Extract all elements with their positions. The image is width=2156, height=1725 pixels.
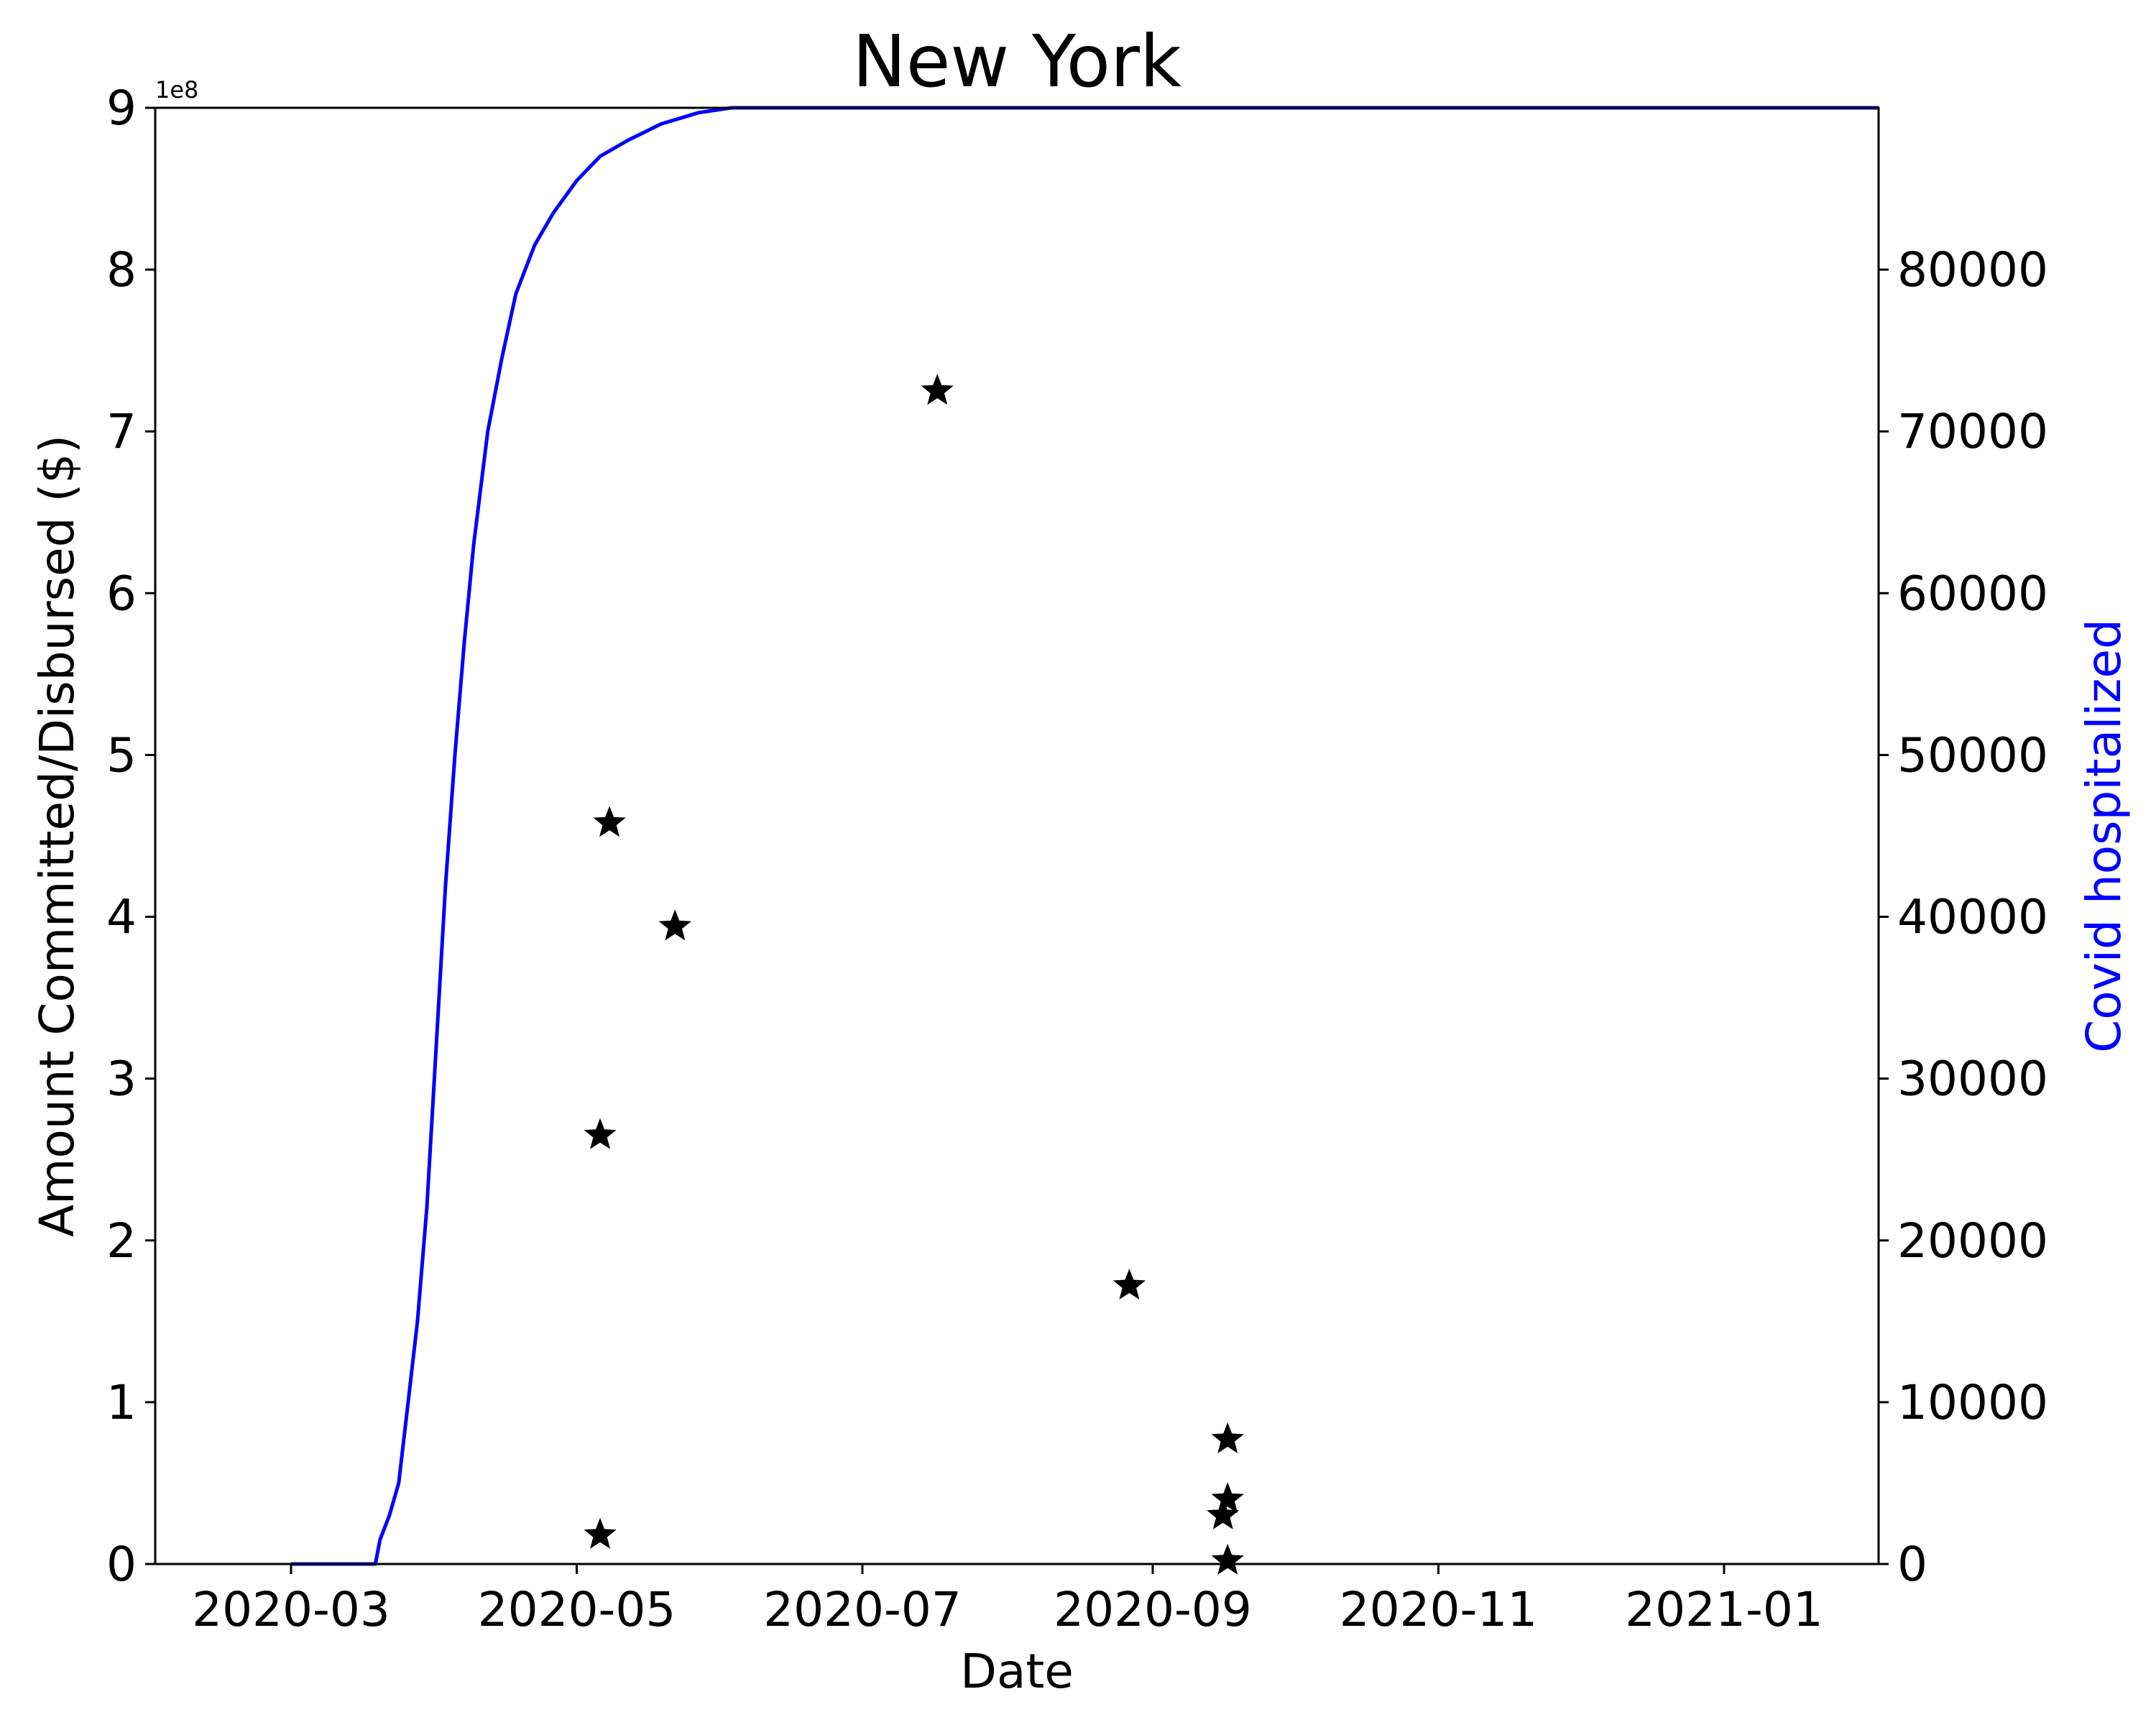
plot-marks: [291, 106, 1879, 1575]
y-tick-label-9: 8: [106, 242, 137, 298]
x-tick-label-5: 2020-11: [1340, 1582, 1538, 1637]
y2-tick-label-5: 40000: [1897, 890, 2048, 945]
star-marker-8: [1211, 1422, 1244, 1453]
star-marker-9: [1211, 1482, 1244, 1514]
y2-tick-label-6: 50000: [1897, 727, 2048, 783]
y2-tick-label-4: 30000: [1897, 1052, 2048, 1107]
chart-title: New York: [852, 19, 1181, 104]
y2-tick-label-8: 70000: [1897, 404, 2048, 459]
y-tick-label-3: 2: [106, 1213, 137, 1269]
star-marker-6: [1112, 1269, 1146, 1300]
star-marker-10: [1211, 1543, 1244, 1575]
y-tick-label-1: 0: [106, 1537, 137, 1592]
y-tick-label-10: 9: [106, 80, 137, 136]
star-marker-7: [1207, 1498, 1240, 1530]
y-tick-label-5: 4: [106, 890, 137, 945]
hospitalized-line: [291, 106, 1879, 1566]
y-axis-offset-label: 1e8: [155, 76, 198, 104]
y-tick-label-8: 7: [106, 404, 137, 459]
axes: 2020-03 2020-05 2020-07 2020-09 2020-11 2021-…: [106, 80, 2048, 1637]
y-tick-label-4: 3: [106, 1052, 137, 1107]
x-tick-label-6: 2021-01: [1625, 1582, 1823, 1637]
y-tick-label-6: 5: [106, 727, 137, 783]
star-marker-3: [593, 806, 626, 837]
y2-tick-label-2: 10000: [1897, 1375, 2048, 1430]
star-marker-5: [921, 374, 954, 405]
star-marker-4: [658, 909, 691, 941]
x-tick-label-2: 2020-05: [478, 1582, 676, 1637]
y2-tick-label-7: 60000: [1897, 566, 2048, 621]
y-tick-label-2: 1: [106, 1375, 137, 1430]
y2-tick-label-3: 20000: [1897, 1213, 2048, 1269]
x-tick-label-1: 2020-03: [192, 1582, 390, 1637]
y-axis-label: Amount Committed/Disbursed ($): [29, 435, 85, 1237]
star-marker-1: [584, 1118, 617, 1149]
y2-tick-label-1: 0: [1897, 1537, 1927, 1592]
x-axis-label: Date: [960, 1644, 1074, 1699]
x-tick-label-3: 2020-07: [763, 1582, 962, 1637]
y2-axis-label: Covid hospitalized: [2076, 619, 2132, 1053]
y-tick-label-7: 6: [106, 566, 137, 621]
plot-frame: [154, 106, 1880, 1565]
y2-tick-label-9: 80000: [1897, 242, 2048, 298]
x-tick-label-4: 2020-09: [1054, 1582, 1252, 1637]
star-marker-2: [584, 1517, 617, 1549]
